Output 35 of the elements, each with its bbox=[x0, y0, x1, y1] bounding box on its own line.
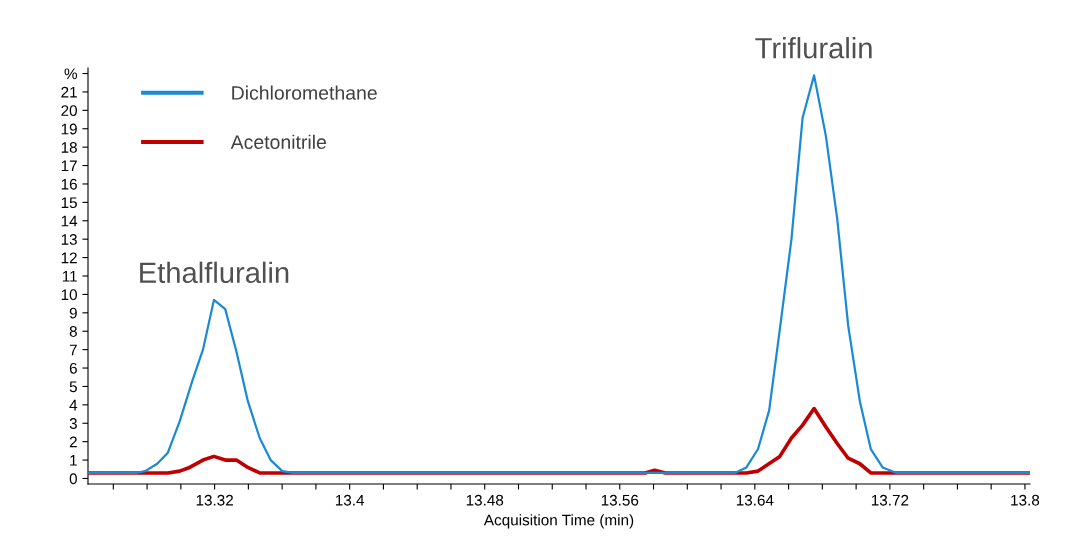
y-tick-label: 21 bbox=[61, 86, 77, 98]
annotation: Trifluralin bbox=[755, 37, 872, 59]
y-tick-label: 18 bbox=[61, 142, 77, 153]
y-tick-label: 1 bbox=[70, 455, 77, 466]
y-tick-label: 9 bbox=[69, 307, 77, 319]
x-tick-label: 13.72 bbox=[871, 494, 909, 506]
x-tick-label: 13.8 bbox=[1011, 494, 1040, 506]
y-tick-label: 15 bbox=[61, 197, 77, 209]
y-tick-label: 16 bbox=[61, 178, 77, 190]
y-tick-label: 4 bbox=[69, 399, 78, 411]
y-tick-label: 10 bbox=[61, 289, 77, 301]
y-tick-label: % bbox=[64, 68, 78, 80]
y-tick-label: 11 bbox=[62, 271, 77, 282]
y-tick-label: 0 bbox=[69, 473, 77, 485]
x-tick-label: 13.4 bbox=[335, 494, 365, 506]
y-tick-label: 20 bbox=[61, 105, 77, 117]
legend-label: Acetonitrile bbox=[230, 134, 326, 150]
x-tick-label: 13.56 bbox=[601, 494, 639, 506]
y-tick-label: 12 bbox=[61, 252, 77, 264]
x-tick-label: 13.32 bbox=[196, 494, 233, 506]
y-tick-label: 6 bbox=[69, 362, 77, 374]
x-tick-label: 13.48 bbox=[466, 494, 504, 506]
y-tick-label: 8 bbox=[69, 326, 77, 337]
y-tick-label: 19 bbox=[61, 123, 77, 135]
y-tick-label: 3 bbox=[69, 418, 77, 429]
x-tick-label: 13.64 bbox=[736, 494, 774, 506]
y-tick-label: 17 bbox=[61, 160, 77, 172]
y-tick-label: 7 bbox=[69, 344, 77, 356]
x-axis-title: Acquisition Time (min) bbox=[483, 514, 634, 529]
annotation: Ethalfluralin bbox=[140, 261, 289, 284]
legend-label: Dichloromethane bbox=[232, 85, 377, 100]
y-tick-label: 5 bbox=[69, 381, 77, 393]
y-tick-label: 13 bbox=[61, 234, 77, 245]
y-tick-label: 14 bbox=[61, 215, 78, 227]
y-tick-label: 2 bbox=[69, 436, 77, 448]
